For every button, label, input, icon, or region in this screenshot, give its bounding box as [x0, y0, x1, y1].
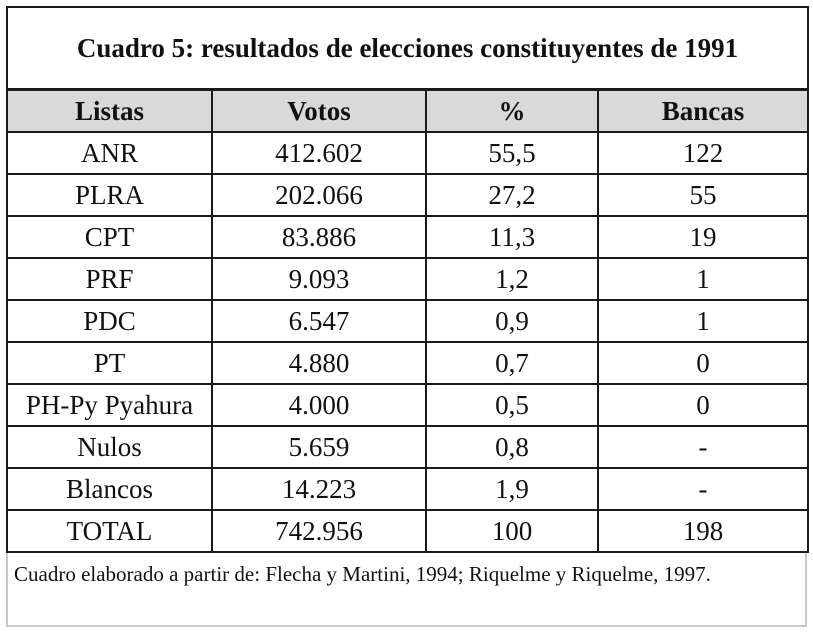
- table-cell: 83.886: [211, 215, 427, 259]
- table-title: Cuadro 5: resultados de elecciones const…: [5, 6, 810, 91]
- table-row: TOTAL 742.956 100 198: [6, 509, 810, 553]
- table-row: PDC 6.547 0,9 1: [6, 299, 810, 343]
- table-row: ANR 412.602 55,5 122: [6, 131, 810, 175]
- header-votos: Votos: [211, 88, 427, 133]
- table-cell: 198: [596, 509, 810, 553]
- table-cell: 1,2: [425, 257, 599, 301]
- table-cell: 412.602: [211, 131, 427, 175]
- table-cell: PRF: [6, 257, 213, 301]
- table-cell: 55: [596, 173, 810, 217]
- table-cell: ANR: [6, 131, 213, 175]
- table-row: PRF 9.093 1,2 1: [6, 257, 810, 301]
- table-cell: PH-Py Pyahura: [6, 383, 213, 427]
- table-cell: 1: [596, 257, 810, 301]
- table-cell: 6.547: [211, 299, 427, 343]
- table-cell: Blancos: [6, 467, 213, 511]
- table-row: PLRA 202.066 27,2 55: [6, 173, 810, 217]
- table-cell: 742.956: [211, 509, 427, 553]
- table-cell: -: [596, 425, 810, 469]
- table-row: PH-Py Pyahura 4.000 0,5 0: [6, 383, 810, 427]
- table-cell: 27,2: [425, 173, 599, 217]
- table-cell: 4.000: [211, 383, 427, 427]
- header-bancas: Bancas: [596, 88, 810, 133]
- table-cell: 4.880: [211, 341, 427, 385]
- source-note: Cuadro elaborado a partir de: Flecha y M…: [6, 553, 807, 627]
- header-row: Listas Votos % Bancas: [6, 88, 810, 133]
- table-cell: 122: [596, 131, 810, 175]
- table-cell: PDC: [6, 299, 213, 343]
- table-cell: PLRA: [6, 173, 213, 217]
- table-cell: 0,5: [425, 383, 599, 427]
- table-cell: 11,3: [425, 215, 599, 259]
- table-cell: 5.659: [211, 425, 427, 469]
- table-cell: 19: [596, 215, 810, 259]
- table-cell: 1,9: [425, 467, 599, 511]
- table-cell: PT: [6, 341, 213, 385]
- table-cell: CPT: [6, 215, 213, 259]
- table-row: Nulos 5.659 0,8-: [6, 425, 810, 469]
- table-cell: 100: [425, 509, 599, 553]
- table-cell: TOTAL: [6, 509, 213, 553]
- table-row: Blancos 14.223 1,9-: [6, 467, 810, 511]
- table-cell: 55,5: [425, 131, 599, 175]
- table-cell: 0,7: [425, 341, 599, 385]
- header-listas: Listas: [6, 88, 213, 133]
- table-row: CPT 83.886 11,3 19: [6, 215, 810, 259]
- table-cell: -: [596, 467, 810, 511]
- results-table-container: Cuadro 5: resultados de elecciones const…: [5, 6, 810, 627]
- table-cell: 9.093: [211, 257, 427, 301]
- header-percent: %: [425, 88, 599, 133]
- table-cell: 14.223: [211, 467, 427, 511]
- table-cell: 0,8: [425, 425, 599, 469]
- table-cell: 0,9: [425, 299, 599, 343]
- table-cell: 0: [596, 383, 810, 427]
- table-cell: 202.066: [211, 173, 427, 217]
- table-cell: Nulos: [6, 425, 213, 469]
- results-table: Cuadro 5: resultados de elecciones const…: [5, 6, 810, 553]
- table-row: PT 4.880 0,7 0: [6, 341, 810, 385]
- table-cell: 0: [596, 341, 810, 385]
- table-cell: 1: [596, 299, 810, 343]
